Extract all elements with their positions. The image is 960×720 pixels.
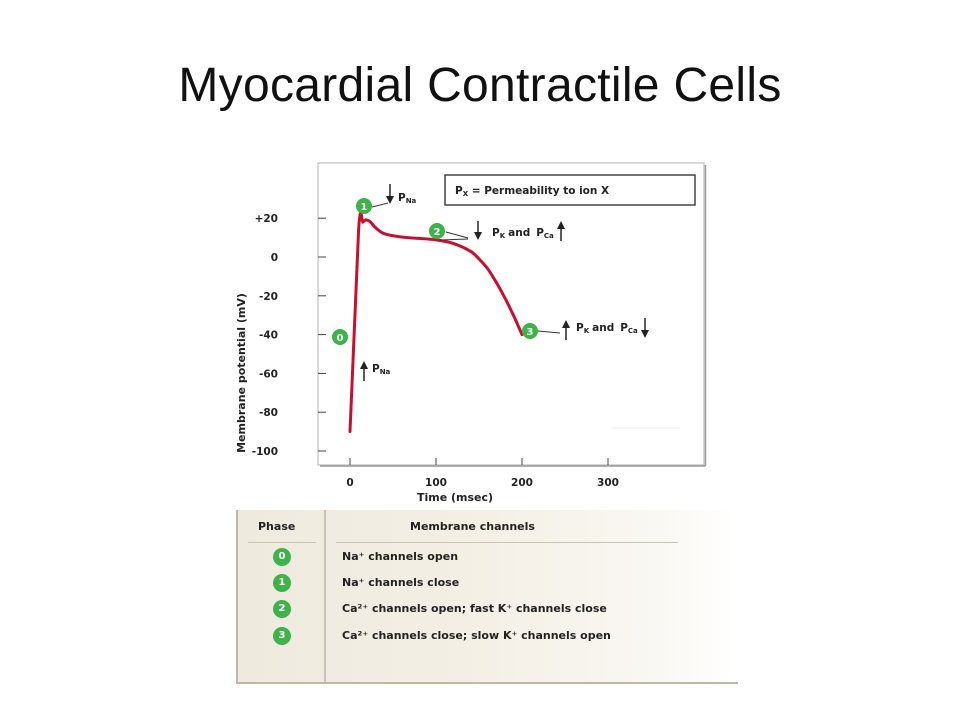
table-row: 2 Ca²⁺ channels open; fast K⁺ channels c…	[238, 600, 738, 620]
leader-line	[439, 238, 469, 241]
x-tick-label: 0	[346, 477, 353, 489]
action-potential-chart: +20 0 -20 -40 -60 -80 -100 0 100 200 300 Time (ms…	[235, 162, 707, 504]
membrane-channels-table: Phase Membrane channels 0 Na⁺ channels o…	[236, 510, 738, 684]
phase-badge-0: 0	[332, 329, 348, 345]
down-arrow-icon	[474, 232, 482, 240]
table-row: 0 Na⁺ channels open	[238, 548, 738, 568]
y-axis-title: Membrane potential (mV)	[235, 293, 248, 453]
down-arrow-icon	[386, 196, 394, 204]
phase-badge-2: 2	[429, 223, 445, 239]
phase-badge: 0	[273, 548, 291, 566]
badge-number: 3	[527, 327, 534, 338]
x-axis: 0 100 200 300	[346, 458, 619, 489]
leader-line	[371, 202, 389, 208]
phase-header-rule	[248, 542, 316, 543]
phase-badge-1: 1	[356, 198, 372, 214]
badge-number: 2	[434, 227, 441, 238]
slide-title: Myocardial Contractile Cells	[178, 59, 782, 112]
x-tick-label: 100	[425, 477, 447, 489]
leader-line	[537, 330, 561, 334]
x-tick-label: 200	[511, 477, 533, 489]
phase-2-label: PK and PCa	[492, 227, 554, 240]
y-tick-label: -40	[259, 330, 278, 342]
phase-1-annotation: PNa	[371, 184, 417, 208]
channels-header-rule	[336, 542, 678, 543]
phase-badge: 2	[273, 600, 291, 618]
y-tick-label: 0	[271, 252, 278, 264]
phase-3-label: PK and PCa	[576, 322, 638, 335]
badge-number: 0	[337, 333, 344, 344]
phase-1-label: PNa	[398, 192, 417, 205]
phase-badge: 1	[273, 574, 291, 592]
phase-0-annotation: PNa	[360, 361, 391, 381]
badge-number: 1	[361, 202, 368, 213]
row-text: Ca²⁺ channels close; slow K⁺ channels op…	[342, 629, 611, 642]
table-row: 1 Na⁺ channels close	[238, 574, 738, 594]
legend-text: PX = Permeability to ion X	[455, 185, 609, 198]
y-tick-label: -80	[259, 407, 278, 419]
up-arrow-icon	[562, 320, 570, 328]
up-arrow-icon	[360, 361, 368, 369]
badge-circle	[429, 223, 445, 239]
phase-0-label: PNa	[372, 363, 391, 376]
badge-circle	[522, 323, 538, 339]
phase-3-annotation: PK and PCa	[537, 318, 649, 340]
action-potential-curve	[348, 211, 524, 434]
up-arrow-icon	[557, 221, 565, 229]
phase-header: Phase	[258, 520, 296, 533]
down-arrow-icon	[641, 330, 649, 338]
plot-frame	[317, 162, 705, 466]
row-text: Na⁺ channels open	[342, 550, 459, 563]
y-tick-label: -100	[252, 446, 278, 458]
leader-line	[445, 231, 469, 239]
legend-box	[444, 174, 696, 206]
phase-column	[238, 510, 326, 682]
x-tick-label: 300	[597, 477, 619, 489]
y-axis: +20 0 -20 -40 -60 -80 -100	[252, 213, 326, 458]
row-text: Ca²⁺ channels open; fast K⁺ channels clo…	[342, 602, 607, 615]
row-text: Na⁺ channels close	[342, 576, 460, 589]
membrane-channels-header: Membrane channels	[410, 520, 535, 533]
x-axis-title: Time (msec)	[417, 491, 493, 504]
phase-badge-3: 3	[522, 323, 538, 339]
y-tick-label: -60	[259, 368, 278, 380]
table-row: 3 Ca²⁺ channels close; slow K⁺ channels …	[238, 627, 738, 647]
y-tick-label: +20	[255, 213, 278, 225]
badge-circle	[332, 329, 348, 345]
phase-badge: 3	[273, 627, 291, 645]
phase-2-annotation: PK and PCa	[439, 221, 565, 241]
badge-circle	[356, 198, 372, 214]
y-tick-label: -20	[259, 291, 278, 303]
